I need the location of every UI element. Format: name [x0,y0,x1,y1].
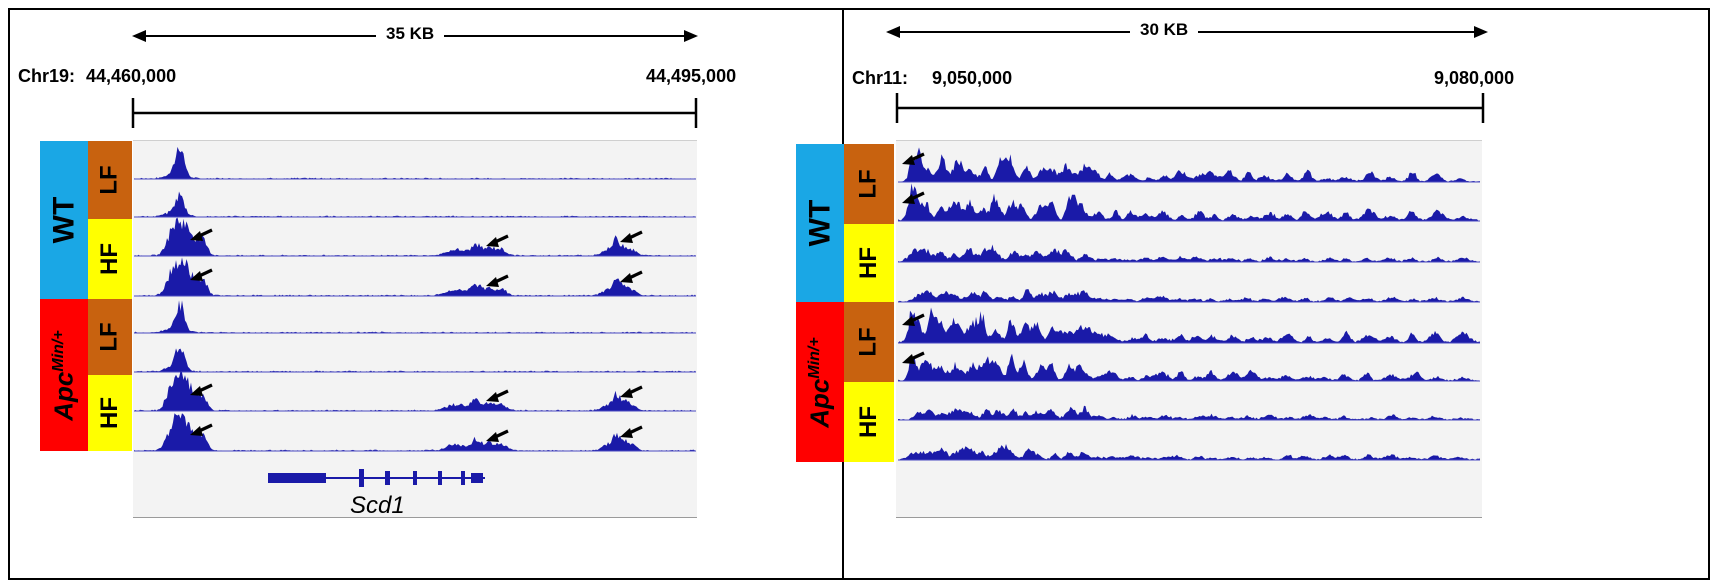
right-signal-tracks [898,147,1480,461]
right-track-6-signal [898,353,1480,381]
left-gene-model [268,469,485,487]
left-end-coord: 44,495,000 [646,66,737,86]
right-track-1-signal [898,147,1480,182]
left-arrow-c-7-head [620,388,633,398]
left-arrow-c-8-head [620,428,633,438]
right-diet-lf-1: LF [844,144,894,224]
right-track-5-signal [898,307,1480,343]
right-track-4-signal [898,289,1480,302]
right-diet-hf-2: HF [844,382,894,462]
left-scale-label: 35 KB [376,24,445,44]
right-diet-lf-2: LF [844,302,894,382]
right-diet-lf-1-label: LF [854,169,882,199]
right-genotype-wt-box: WT [796,144,844,302]
right-arrow-2-head [902,194,915,204]
left-track-7-signal [134,371,696,411]
left-signal-tracks [134,146,696,452]
right-genotype-wt-label: WT [802,199,836,247]
left-diet-hf-1: HF [88,219,132,299]
right-arrow-5-head [902,316,915,326]
left-diet-hf-2: HF [88,375,132,451]
right-scale-label: 30 KB [1130,20,1199,40]
right-diet-hf-1: HF [844,224,894,302]
right-diet-hf-1-label: HF [855,247,882,279]
left-track-4-signal [134,257,696,296]
right-track-3-signal [898,244,1480,262]
left-chrom-label: Chr19: [18,66,76,86]
left-track-6-signal [134,348,696,372]
left-arrow-c-4-head [620,273,633,283]
left-track-area [133,140,697,518]
right-diet-hf-2-label: HF [855,406,882,438]
right-chrom-label: Chr11: [852,68,909,88]
right-arrow-1-head [902,155,915,165]
left-arrow-b-8-head [486,432,499,442]
left-start-coord: 44,460,000 [86,66,177,86]
right-track-8-signal [898,444,1480,460]
left-diet-lf-1: LF [88,141,132,219]
left-arrow-c-3-head [620,233,633,243]
left-arrow-b-3-head [486,237,499,247]
right-end-coord: 9,080,000 [1434,68,1515,88]
left-arrow-b-7-head [486,392,499,402]
left-arrow-a-7-head [190,386,203,396]
right-genotype-apc-label: ApcMin/+ [805,337,836,427]
left-gene-label: Scd1 [350,492,405,519]
left-arrow-a-8-head [190,426,203,436]
left-panel-scd1: 35 KB Chr19: 44,460,000 44,495,000 WT Ap… [8,8,844,580]
right-diet-lf-2-label: LF [854,327,882,357]
left-genotype-apc: ApcMin/+ [40,299,88,451]
left-arrow-a-4-head [190,271,203,281]
right-apc-name: Apc [804,378,835,428]
right-track-2-signal [898,183,1480,221]
right-start-coord: 9,050,000 [932,68,1013,88]
right-genotype-apc-box: ApcMin/+ [796,302,844,462]
left-arrow-b-4-head [486,277,499,287]
left-genotype-wt: WT [40,141,88,299]
left-track-8-signal [134,413,696,451]
right-track-7-signal [898,405,1480,420]
right-panel: 30 KB Chr11: 9,050,000 9,080,000 [842,8,1710,580]
right-apc-superscript: Min/+ [805,336,823,379]
right-arrow-6-head [902,354,915,364]
left-arrow-a-3-head [190,231,203,241]
left-diet-lf-2: LF [88,299,132,375]
left-track-3-signal [134,217,696,256]
